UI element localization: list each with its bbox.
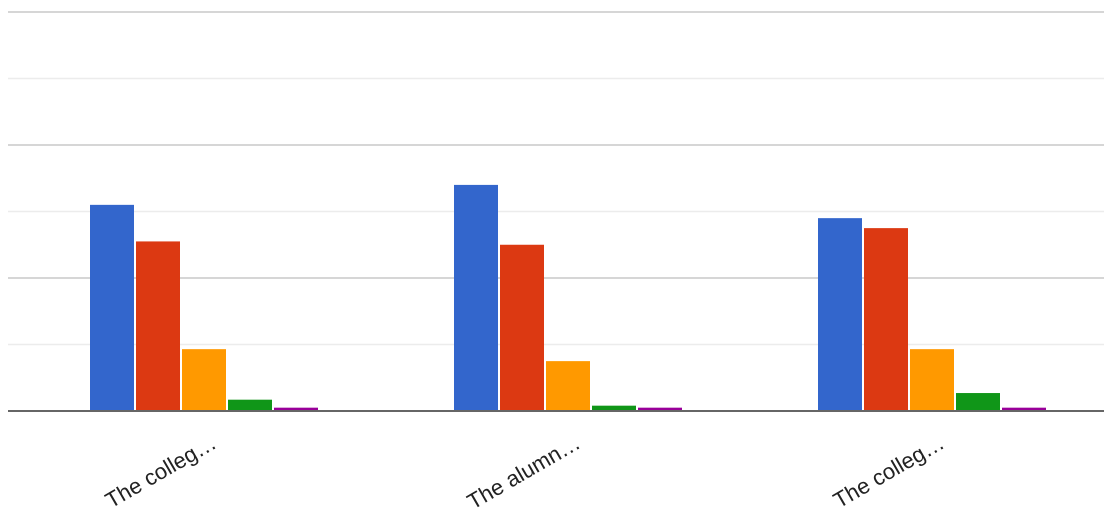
category-label-2: The alumn…	[463, 430, 585, 515]
bar-category-2-series-2	[500, 244, 544, 411]
category-labels: The colleg… The alumn… The colleg…	[101, 430, 948, 515]
category-label-1: The colleg…	[101, 430, 220, 513]
bar-category-2-series-1	[454, 184, 498, 411]
bar-category-1-series-3	[182, 349, 226, 411]
bar-category-1-series-5	[274, 407, 318, 411]
category-label-3: The colleg…	[829, 430, 948, 513]
bar-category-2-series-3	[546, 361, 590, 411]
bar-category-1-series-1	[90, 204, 134, 411]
bar-category-3-series-1	[818, 218, 862, 411]
gridlines	[8, 11, 1104, 346]
bar-category-2-series-4	[592, 405, 636, 411]
bar-category-3-series-5	[1002, 407, 1046, 411]
bars	[90, 184, 1046, 411]
bar-category-3-series-3	[910, 349, 954, 411]
bar-category-3-series-2	[864, 228, 908, 411]
bar-category-2-series-5	[638, 407, 682, 411]
bar-category-1-series-4	[228, 399, 272, 411]
bar-category-3-series-4	[956, 393, 1000, 411]
bar-category-1-series-2	[136, 241, 180, 411]
